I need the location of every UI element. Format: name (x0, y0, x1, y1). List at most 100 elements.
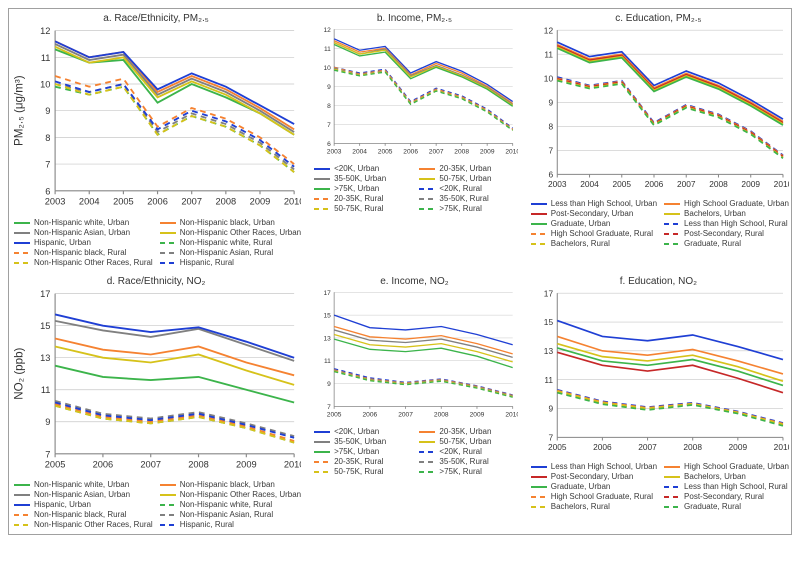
legend-item: Non-Hispanic white, Rural (159, 238, 301, 248)
legend-swatch (313, 468, 331, 476)
legend-label: 50-75K, Rural (334, 204, 383, 214)
legend-item: 35-50K, Urban (313, 174, 412, 184)
y-axis-label: NO₂ (ppb) (13, 347, 26, 399)
legend-swatch (13, 501, 31, 509)
ytick-label: 7 (327, 404, 331, 411)
legend-swatch (313, 185, 331, 193)
xtick-label: 2005 (548, 442, 567, 452)
legend-item: Non-Hispanic black, Urban (159, 480, 301, 490)
xtick-label: 2010 (505, 411, 517, 418)
legend-label: >75K, Rural (439, 204, 481, 214)
legend-swatch (159, 501, 177, 509)
legend-item: Non-Hispanic Asian, Rural (159, 510, 301, 520)
chart-area: 7911131517200520062007200820092010 (528, 289, 789, 461)
xtick-label: 2007 (398, 411, 413, 418)
legend-item: Non-Hispanic black, Urban (159, 218, 301, 228)
chart-svg: 6789101112200320042005200620072008200920… (11, 26, 301, 212)
legend-item: Graduate, Rural (663, 502, 789, 512)
legend-item: Hispanic, Urban (13, 500, 153, 510)
legend-item: 50-75K, Rural (313, 204, 412, 214)
legend-label: 50-75K, Urban (439, 174, 491, 184)
legend-swatch (313, 195, 331, 203)
legend-label: 20-35K, Urban (439, 164, 491, 174)
xtick-label: 2008 (434, 411, 449, 418)
legend-swatch (663, 493, 681, 501)
ytick-label: 9 (327, 381, 331, 388)
legend-label: <20K, Rural (439, 184, 481, 194)
legend-label: Non-Hispanic white, Urban (34, 218, 129, 228)
ytick-label: 9 (327, 84, 331, 91)
legend-item: >75K, Rural (418, 467, 517, 477)
xtick-label: 2010 (284, 197, 301, 207)
y-axis-label: PM₂.₅ (μg/m³) (13, 75, 26, 146)
legend-label: Non-Hispanic Asian, Rural (180, 510, 273, 520)
legend-label: 50-75K, Urban (439, 437, 491, 447)
legend-label: 50-75K, Rural (334, 467, 383, 477)
xtick-label: 2005 (113, 197, 134, 207)
ytick-label: 13 (324, 335, 332, 342)
legend-label: Non-Hispanic Other Races, Rural (34, 258, 153, 268)
legend-label: <20K, Rural (439, 447, 481, 457)
legend-label: <20K, Urban (334, 164, 379, 174)
legend-swatch (418, 205, 436, 213)
ytick-label: 13 (40, 353, 50, 363)
xtick-label: 2005 (378, 148, 393, 155)
legend-item: Bachelors, Rural (530, 502, 657, 512)
legend-item: 35-50K, Rural (418, 457, 517, 467)
legend: <20K, Urban 20-35K, Urban 35-50K, Urban 50-… (311, 163, 518, 216)
legend-label: Graduate, Rural (684, 239, 741, 249)
legend-item: Hispanic, Rural (159, 520, 301, 530)
legend-swatch (13, 511, 31, 519)
legend-swatch (663, 473, 681, 481)
panel-a: a. Race/Ethnicity, PM₂.₅6789101112200320… (11, 11, 301, 270)
legend-swatch (418, 448, 436, 456)
legend-swatch (530, 463, 548, 471)
ytick-label: 7 (45, 160, 50, 170)
legend-swatch (13, 491, 31, 499)
ytick-label: 8 (548, 121, 553, 131)
legend-label: >75K, Urban (334, 184, 379, 194)
xtick-label: 2006 (593, 442, 612, 452)
legend-label: Post-Secondary, Rural (684, 229, 764, 239)
legend-swatch (313, 458, 331, 466)
legend-label: Less than High School, Urban (551, 462, 657, 472)
xtick-label: 2009 (236, 459, 257, 469)
ytick-label: 10 (324, 65, 332, 72)
xtick-label: 2008 (216, 197, 237, 207)
panel-c: c. Education, PM₂.₅678910111220032004200… (528, 11, 789, 270)
legend-item: 50-75K, Urban (418, 174, 517, 184)
legend-label: Non-Hispanic black, Urban (180, 218, 275, 228)
xtick-label: 2006 (147, 197, 168, 207)
xtick-label: 2008 (709, 179, 728, 189)
panel-d: d. Race/Ethnicity, NO₂791113151720052006… (11, 274, 301, 533)
legend-swatch (13, 229, 31, 237)
legend-item: <20K, Rural (418, 184, 517, 194)
legend-swatch (418, 195, 436, 203)
legend-label: High School Graduate, Urban (684, 462, 789, 472)
xtick-label: 2008 (188, 459, 209, 469)
legend-swatch (159, 259, 177, 267)
legend-item: Less than High School, Rural (663, 219, 789, 229)
ytick-label: 11 (544, 374, 553, 384)
legend-swatch (418, 438, 436, 446)
legend-label: Non-Hispanic white, Rural (180, 500, 272, 510)
panel-b: b. Income, PM₂.₅678910111220032004200520… (311, 11, 518, 270)
legend-label: Bachelors, Rural (551, 502, 610, 512)
legend-item: Post-Secondary, Urban (530, 209, 657, 219)
panel-title: c. Education, PM₂.₅ (528, 13, 789, 24)
legend-swatch (530, 493, 548, 501)
legend-label: Non-Hispanic white, Urban (34, 480, 129, 490)
chart-area: 6789101112200320042005200620072008200920… (311, 26, 518, 163)
legend-item: High School Graduate, Urban (663, 462, 789, 472)
xtick-label: 2009 (741, 179, 760, 189)
legend-item: Post-Secondary, Rural (663, 229, 789, 239)
chart-svg: 6789101112200320042005200620072008200920… (528, 26, 789, 193)
legend-item: High School Graduate, Rural (530, 229, 657, 239)
xtick-label: 2005 (612, 179, 631, 189)
xtick-label: 2003 (548, 179, 567, 189)
ytick-label: 11 (41, 385, 51, 395)
legend-label: Non-Hispanic black, Rural (34, 510, 126, 520)
legend-item: <20K, Rural (418, 447, 517, 457)
ytick-label: 17 (324, 289, 332, 296)
xtick-label: 2007 (429, 148, 444, 155)
